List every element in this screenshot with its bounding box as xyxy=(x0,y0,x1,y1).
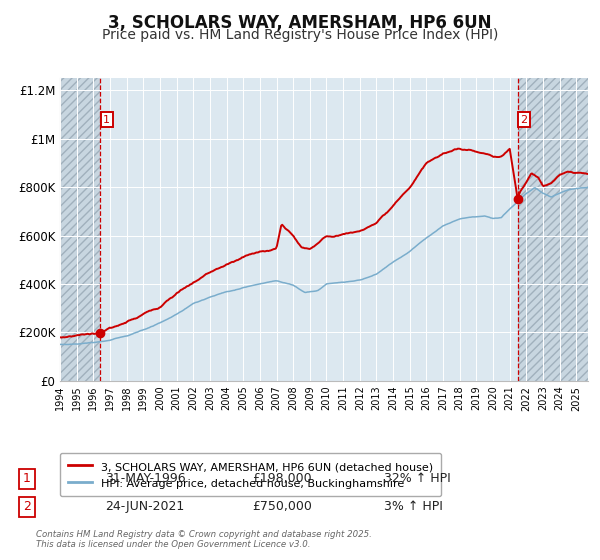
Text: 3% ↑ HPI: 3% ↑ HPI xyxy=(384,500,443,514)
Text: Price paid vs. HM Land Registry's House Price Index (HPI): Price paid vs. HM Land Registry's House … xyxy=(102,28,498,42)
Text: 1: 1 xyxy=(103,115,110,124)
Bar xyxy=(518,78,588,381)
Legend: 3, SCHOLARS WAY, AMERSHAM, HP6 6UN (detached house), HPI: Average price, detache: 3, SCHOLARS WAY, AMERSHAM, HP6 6UN (deta… xyxy=(60,453,441,496)
Text: Contains HM Land Registry data © Crown copyright and database right 2025.: Contains HM Land Registry data © Crown c… xyxy=(36,530,372,539)
Text: 2: 2 xyxy=(521,115,527,124)
Text: 24-JUN-2021: 24-JUN-2021 xyxy=(105,500,184,514)
Text: £750,000: £750,000 xyxy=(252,500,312,514)
Text: 32% ↑ HPI: 32% ↑ HPI xyxy=(384,472,451,486)
Text: This data is licensed under the Open Government Licence v3.0.: This data is licensed under the Open Gov… xyxy=(36,540,311,549)
Text: 1: 1 xyxy=(23,472,31,486)
Bar xyxy=(60,78,100,381)
Text: 31-MAY-1996: 31-MAY-1996 xyxy=(105,472,185,486)
Text: 3, SCHOLARS WAY, AMERSHAM, HP6 6UN: 3, SCHOLARS WAY, AMERSHAM, HP6 6UN xyxy=(108,14,492,32)
Bar xyxy=(518,78,588,381)
Text: 2: 2 xyxy=(23,500,31,514)
Bar xyxy=(60,78,100,381)
Text: £198,000: £198,000 xyxy=(252,472,311,486)
